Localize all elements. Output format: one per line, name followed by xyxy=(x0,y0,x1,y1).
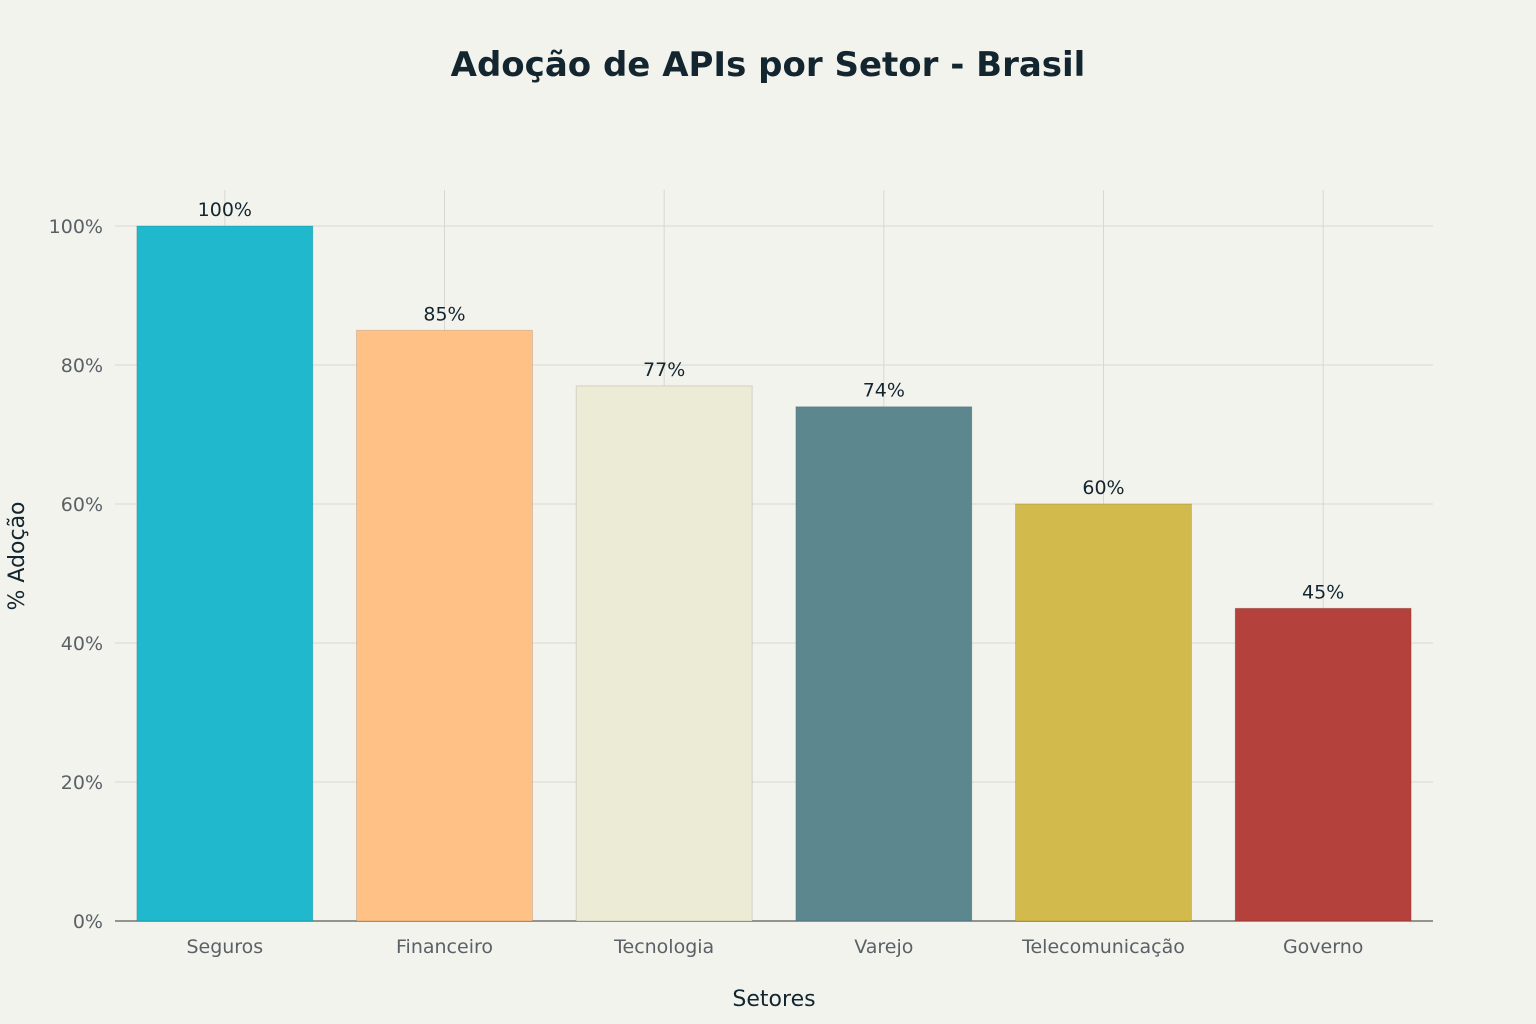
y-tick-label: 40% xyxy=(61,633,103,655)
bar-financeiro xyxy=(356,329,533,922)
x-tick-label: Seguros xyxy=(186,936,263,958)
data-label: 100% xyxy=(198,199,252,221)
data-label: 60% xyxy=(1082,477,1124,499)
y-tick-label: 60% xyxy=(61,494,103,516)
bar-telecomunicação xyxy=(1015,503,1192,922)
x-tick-label: Financeiro xyxy=(396,936,493,958)
x-tick-label: Tecnologia xyxy=(613,936,714,958)
chart-title: Adoção de APIs por Setor - Brasil xyxy=(451,45,1086,85)
bar-tecnologia xyxy=(575,385,753,922)
bar-governo xyxy=(1234,607,1412,922)
x-tick-label: Varejo xyxy=(854,936,913,958)
data-label: 85% xyxy=(423,303,465,325)
y-tick-label: 0% xyxy=(73,911,103,933)
y-tick-label: 20% xyxy=(61,772,103,794)
data-label: 74% xyxy=(863,380,905,402)
x-axis-label: Setores xyxy=(732,987,815,1012)
y-tick-label: 80% xyxy=(61,355,103,377)
data-label: 45% xyxy=(1302,581,1344,603)
data-label: 77% xyxy=(643,359,685,381)
bar-seguros xyxy=(136,225,314,922)
x-tick-label: Telecomunicação xyxy=(1021,936,1185,958)
bar-varejo xyxy=(795,406,973,922)
y-tick-label: 100% xyxy=(49,216,103,238)
x-tick-label: Governo xyxy=(1283,936,1363,958)
y-axis-label: % Adoção xyxy=(5,501,30,610)
